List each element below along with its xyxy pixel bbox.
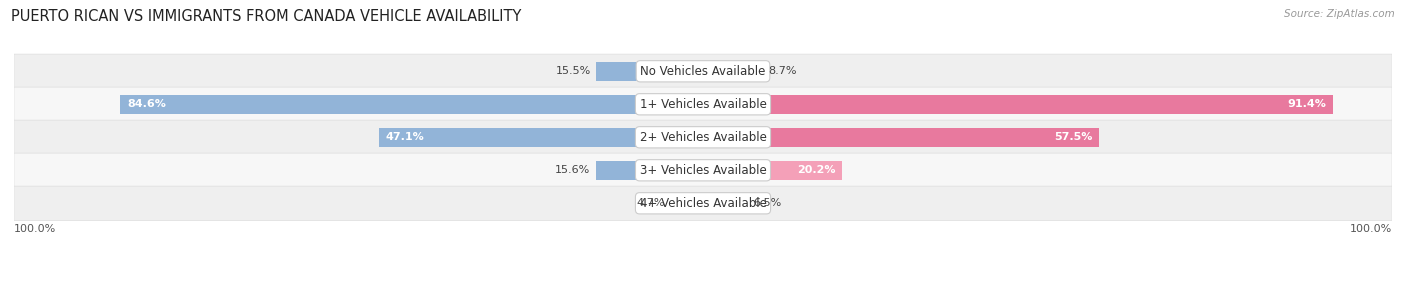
Text: 2+ Vehicles Available: 2+ Vehicles Available — [640, 131, 766, 144]
Bar — [596, 62, 703, 81]
Bar — [378, 128, 703, 147]
Text: 20.2%: 20.2% — [797, 165, 835, 175]
Text: 100.0%: 100.0% — [1350, 224, 1392, 234]
Text: 8.7%: 8.7% — [769, 66, 797, 76]
Bar — [120, 95, 703, 114]
Text: 84.6%: 84.6% — [127, 99, 166, 109]
Bar — [703, 128, 1099, 147]
Text: 1+ Vehicles Available: 1+ Vehicles Available — [640, 98, 766, 111]
Text: 6.5%: 6.5% — [754, 198, 782, 208]
Bar — [703, 62, 763, 81]
Text: 47.1%: 47.1% — [385, 132, 425, 142]
Text: 4.7%: 4.7% — [637, 198, 665, 208]
FancyBboxPatch shape — [14, 54, 1392, 88]
Text: 57.5%: 57.5% — [1054, 132, 1092, 142]
FancyBboxPatch shape — [14, 186, 1392, 221]
Text: 15.6%: 15.6% — [555, 165, 591, 175]
Bar — [703, 161, 842, 180]
Bar — [703, 194, 748, 213]
Bar — [671, 194, 703, 213]
Legend: Puerto Rican, Immigrants from Canada: Puerto Rican, Immigrants from Canada — [551, 283, 855, 286]
FancyBboxPatch shape — [14, 120, 1392, 154]
Text: PUERTO RICAN VS IMMIGRANTS FROM CANADA VEHICLE AVAILABILITY: PUERTO RICAN VS IMMIGRANTS FROM CANADA V… — [11, 9, 522, 23]
Text: 4+ Vehicles Available: 4+ Vehicles Available — [640, 197, 766, 210]
Text: 15.5%: 15.5% — [555, 66, 591, 76]
Text: 3+ Vehicles Available: 3+ Vehicles Available — [640, 164, 766, 177]
Text: Source: ZipAtlas.com: Source: ZipAtlas.com — [1284, 9, 1395, 19]
Bar — [703, 95, 1333, 114]
FancyBboxPatch shape — [14, 87, 1392, 122]
Text: 100.0%: 100.0% — [14, 224, 56, 234]
Text: No Vehicles Available: No Vehicles Available — [640, 65, 766, 78]
Text: 91.4%: 91.4% — [1286, 99, 1326, 109]
FancyBboxPatch shape — [14, 153, 1392, 187]
Bar — [596, 161, 703, 180]
